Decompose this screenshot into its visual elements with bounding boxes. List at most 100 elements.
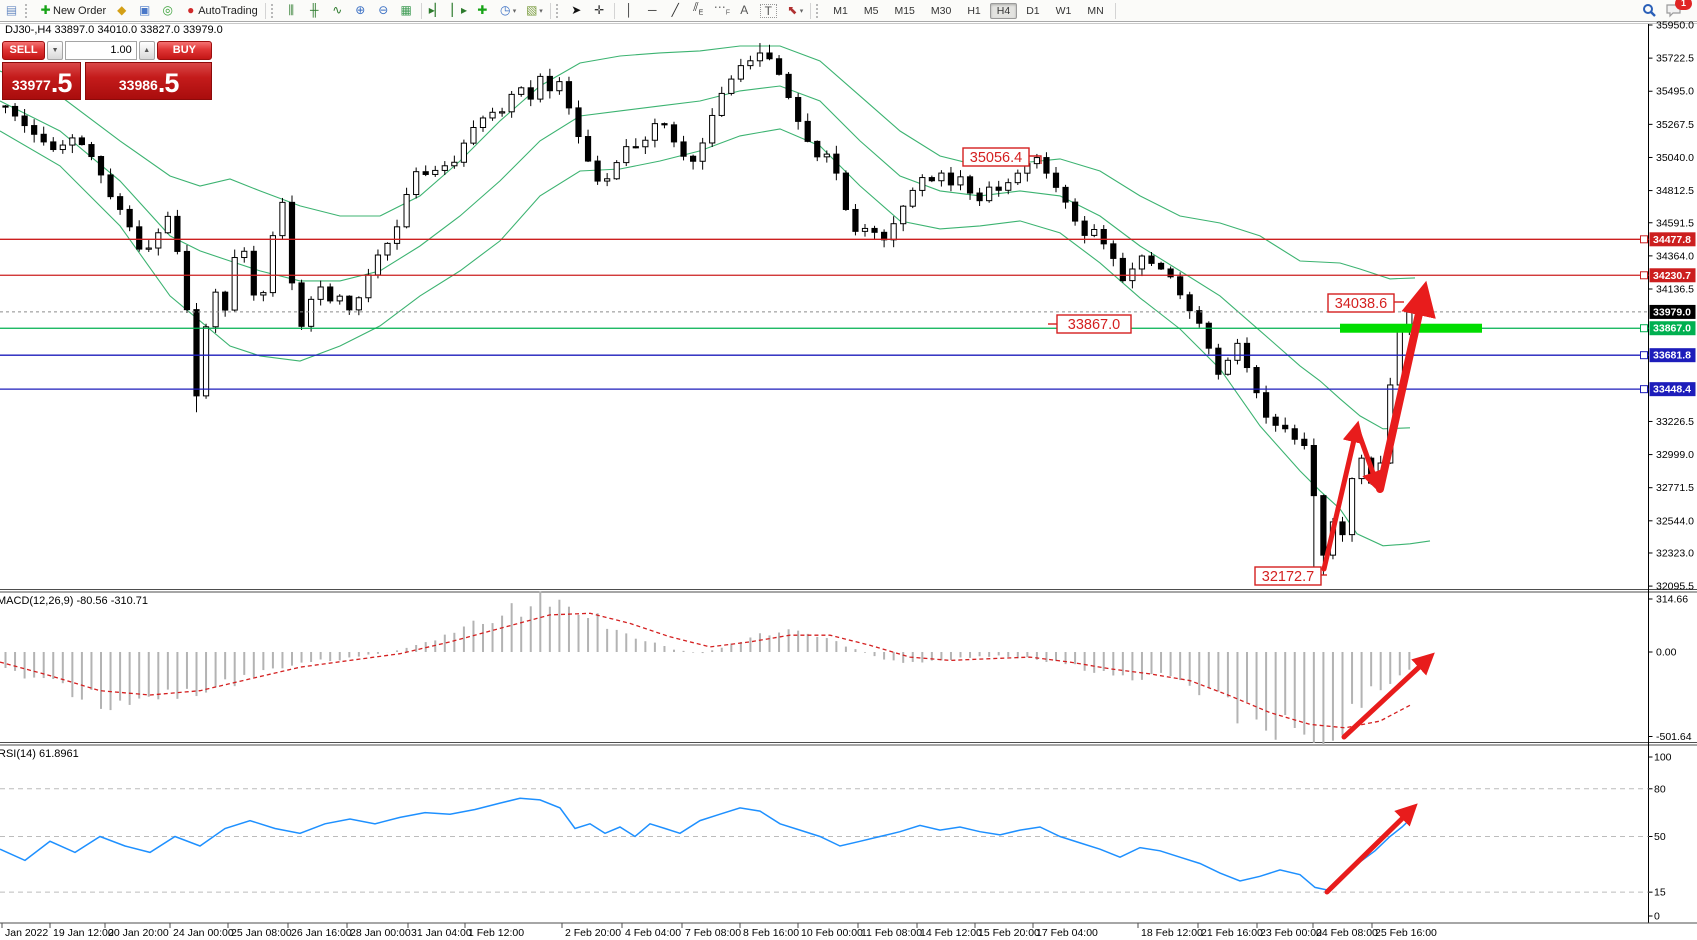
- templates-button[interactable]: ▧ ▾: [526, 3, 543, 17]
- line-chart-icon: ∿: [332, 3, 343, 17]
- fibonacci-button[interactable]: ⋯F: [710, 0, 733, 20]
- text-tool-button[interactable]: A: [733, 1, 756, 20]
- tab-m1[interactable]: M1: [833, 4, 848, 17]
- chart-title: DJ30-,H4 33897.0 34010.0 33827.0 33979.0: [5, 24, 223, 36]
- green-highlight-bar[interactable]: [1340, 323, 1482, 333]
- periods-clock-icon: ◷: [499, 3, 511, 17]
- svg-text:23 Feb 00:00: 23 Feb 00:00: [1260, 927, 1322, 939]
- callout-box[interactable]: [962, 147, 1030, 167]
- rsi-pane: RSI(14) 61.8961 100 80 50 15 0: [0, 748, 1672, 923]
- volume-input[interactable]: 1.00: [65, 41, 137, 60]
- horizontal-line-button[interactable]: ─: [641, 1, 664, 20]
- trend-arrows[interactable]: [1321, 280, 1436, 572]
- new-order-label: New Order: [53, 4, 107, 17]
- price-callouts[interactable]: 35056.4 34038.6 33867.0 32172.7: [962, 147, 1404, 586]
- equidistant-channel-button[interactable]: ⫽E: [687, 0, 710, 20]
- svg-text:80: 80: [1654, 783, 1666, 795]
- callout-box[interactable]: [1254, 566, 1322, 586]
- price-level-lines[interactable]: [0, 235, 1649, 394]
- autotrading-label: AutoTrading: [198, 4, 258, 17]
- vertical-line-icon: │: [625, 3, 634, 17]
- macd-red-arrow[interactable]: [1341, 652, 1435, 740]
- svg-text:1 Feb 12:00: 1 Feb 12:00: [468, 927, 524, 939]
- line-chart-button[interactable]: ∿: [326, 1, 349, 20]
- candlestick-chart-button[interactable]: ╫: [303, 1, 326, 20]
- svg-text:32095.5: 32095.5: [1656, 581, 1694, 593]
- callout-text: 33867.0: [1068, 317, 1120, 333]
- notification-badge: 1: [1675, 0, 1692, 10]
- svg-text:35722.5: 35722.5: [1656, 53, 1694, 65]
- window-icon[interactable]: ▤: [5, 3, 18, 17]
- sell-button[interactable]: SELL: [2, 41, 46, 60]
- rsi-red-arrow[interactable]: [1324, 803, 1418, 895]
- macd-label: MACD(12,26,9) -80.56 -310.71: [0, 595, 148, 607]
- tab-d1[interactable]: D1: [1026, 4, 1040, 17]
- red-arrow[interactable]: [1376, 280, 1436, 493]
- tile-windows-button[interactable]: ▦: [395, 1, 418, 20]
- svg-text:8 Feb 16:00: 8 Feb 16:00: [743, 927, 799, 939]
- red-arrow[interactable]: [1355, 428, 1384, 494]
- trendline-button[interactable]: ╱: [664, 1, 687, 20]
- tab-m30[interactable]: M30: [930, 4, 952, 17]
- svg-text:14 Feb 12:00: 14 Feb 12:00: [920, 927, 982, 939]
- level-line-handle[interactable]: [1640, 324, 1648, 333]
- level-line-handle[interactable]: [1640, 385, 1648, 394]
- sell-price-main: 33977: [11, 77, 51, 93]
- level-line-handle[interactable]: [1640, 351, 1648, 360]
- sell-price-frac: .5: [50, 68, 73, 98]
- trendline-icon: ╱: [671, 3, 679, 17]
- pane-frames: [0, 23, 1697, 924]
- auto-scroll-button[interactable]: ▸▏: [425, 1, 448, 20]
- callout-box[interactable]: [1327, 293, 1395, 313]
- volume-down-stepper[interactable]: ▼: [47, 41, 64, 60]
- tab-m15[interactable]: M15: [894, 4, 915, 17]
- svg-text:0: 0: [1654, 911, 1660, 923]
- svg-text:26 Jan 16:00: 26 Jan 16:00: [291, 927, 352, 939]
- chart-shift-button[interactable]: ▏▸: [448, 1, 471, 20]
- svg-text:25 Jan 08:00: 25 Jan 08:00: [231, 927, 292, 939]
- metaeditor-button[interactable]: ◆: [110, 1, 133, 20]
- metaeditor-icon: ◆: [117, 3, 127, 17]
- new-order-button[interactable]: ✚ New Order: [34, 1, 110, 20]
- sell-price-display[interactable]: 33977.5: [2, 62, 82, 100]
- terminal-button[interactable]: ▣: [133, 1, 156, 20]
- level-line-handle[interactable]: [1640, 235, 1648, 244]
- svg-text:15 Feb 20:00: 15 Feb 20:00: [978, 927, 1040, 939]
- arrows-tool-button[interactable]: ⬉ ▾: [781, 1, 808, 20]
- tab-w1[interactable]: W1: [1055, 4, 1072, 17]
- red-arrow[interactable]: [1321, 420, 1365, 572]
- cursor-tool-button[interactable]: ➤: [565, 1, 588, 20]
- candlestick-icon: ╫: [309, 3, 319, 17]
- search-button[interactable]: [1638, 1, 1661, 20]
- tab-m5[interactable]: M5: [863, 4, 879, 17]
- chart-shift-icon: ▏▸: [451, 3, 467, 17]
- zoom-in-button[interactable]: ⊕: [349, 1, 372, 20]
- level-line-handle[interactable]: [1640, 271, 1648, 280]
- signals-button[interactable]: ◎: [156, 1, 179, 20]
- svg-text:33681.8: 33681.8: [1653, 350, 1691, 362]
- buy-button[interactable]: BUY: [156, 41, 212, 60]
- signals-icon: ◎: [162, 3, 173, 17]
- zoom-out-button[interactable]: ⊖: [372, 1, 395, 20]
- volume-up-stepper[interactable]: ▲: [138, 41, 155, 60]
- notifications-button[interactable]: 1: [1661, 0, 1692, 20]
- svg-text:Jan 2022: Jan 2022: [5, 927, 48, 939]
- indicators-button[interactable]: ✚: [471, 1, 494, 20]
- svg-text:4 Feb 04:00: 4 Feb 04:00: [625, 927, 681, 939]
- vertical-line-button[interactable]: │: [618, 1, 641, 20]
- text-label-button[interactable]: T: [756, 1, 781, 20]
- svg-text:18 Feb 12:00: 18 Feb 12:00: [1141, 927, 1203, 939]
- separator: [420, 2, 422, 19]
- crosshair-tool-button[interactable]: ✛: [588, 1, 611, 20]
- tab-h1[interactable]: H1: [967, 4, 981, 17]
- tab-mn[interactable]: MN: [1087, 4, 1104, 17]
- buy-price-display[interactable]: 33986.5: [85, 62, 212, 100]
- periods-button[interactable]: ◷ ▾: [494, 1, 521, 20]
- zoom-in-icon: ⊕: [355, 3, 366, 17]
- autotrading-button[interactable]: ● AutoTrading: [179, 1, 262, 20]
- bar-chart-button[interactable]: ⫼: [280, 1, 303, 20]
- tab-h4[interactable]: H4: [989, 2, 1018, 19]
- svg-text:15: 15: [1654, 887, 1666, 899]
- svg-text:34477.8: 34477.8: [1653, 234, 1691, 246]
- new-order-plus-icon: ✚: [40, 3, 51, 17]
